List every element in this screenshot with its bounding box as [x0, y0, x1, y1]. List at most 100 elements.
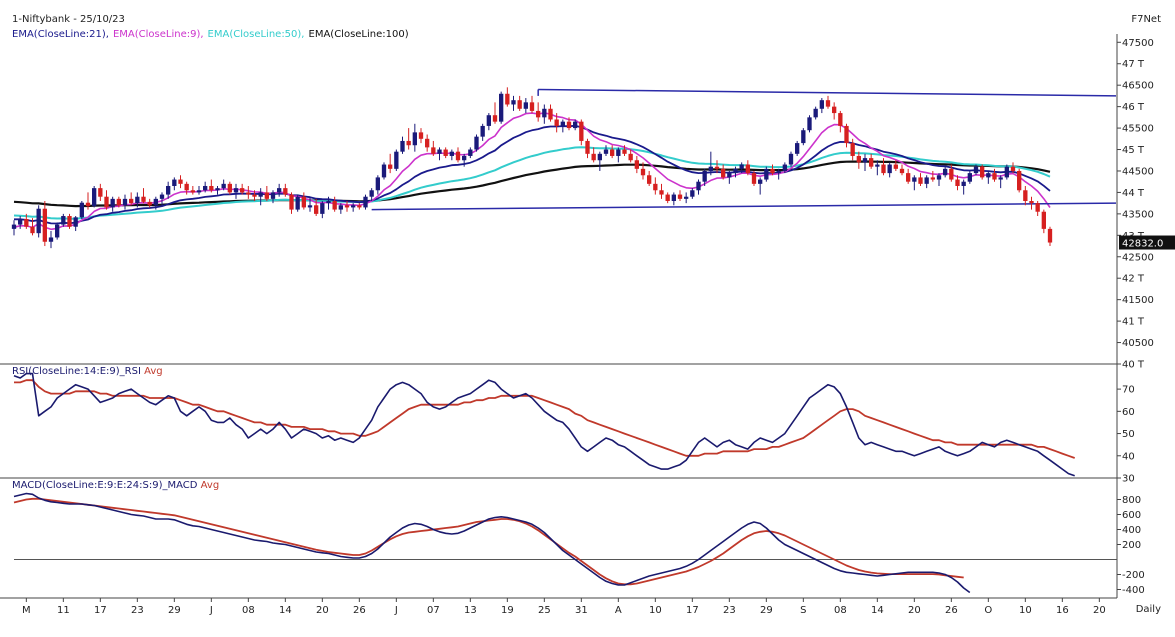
candle-body [1004, 166, 1009, 178]
candle-body [233, 188, 239, 193]
last-price-box [1119, 235, 1175, 250]
candle-body [671, 194, 676, 201]
candle-body [511, 100, 516, 105]
candle-body [141, 196, 146, 202]
price-y-tick-label: 47500 [1122, 38, 1154, 49]
candle-body [499, 93, 504, 122]
candle-body [739, 164, 744, 169]
candle-body [418, 132, 424, 139]
candle-body [776, 170, 781, 174]
candle-body [159, 194, 165, 199]
legend-ema9: EMA(CloseLine:9), [112, 29, 204, 40]
candle-body [11, 224, 17, 229]
candle-body [943, 168, 948, 176]
candle-body [307, 205, 313, 208]
rsi-y-tick-label: 50 [1122, 429, 1135, 440]
candle-body [998, 177, 1003, 180]
candle-body [973, 166, 979, 174]
candle-body [30, 226, 35, 234]
price-y-tick-label: 44500 [1122, 166, 1154, 177]
candle-body [443, 149, 448, 156]
candle-body [375, 177, 380, 191]
candle-body [295, 196, 300, 210]
candle-body [517, 100, 522, 109]
price-y-tick-label: 43500 [1122, 209, 1154, 220]
candle-body [961, 181, 966, 186]
candle-body [344, 205, 350, 208]
brand-label: F7Net [1131, 14, 1161, 25]
candle-body [381, 164, 387, 178]
macd-y-tick-label: 200 [1122, 540, 1141, 551]
candle-body [585, 140, 590, 154]
candle-body [277, 188, 282, 193]
candle-body [129, 198, 134, 204]
x-tick-label: J [394, 605, 398, 616]
candle-body [357, 205, 362, 208]
candle-body [301, 196, 306, 208]
candle-body [98, 188, 103, 197]
candle-body [270, 192, 276, 199]
candle-body [573, 121, 578, 129]
macd-y-tick-label: -200 [1122, 570, 1145, 581]
candle-body [314, 205, 319, 214]
x-tick-label: J [209, 605, 213, 616]
candle-body [967, 173, 972, 182]
macd-y-tick-label: 800 [1122, 495, 1141, 506]
legend-ema100: EMA(CloseLine:100) [308, 29, 409, 40]
x-tick-label: 14 [871, 605, 884, 616]
x-tick-label: 19 [501, 605, 514, 616]
x-tick-label: 29 [760, 605, 773, 616]
candle-body [462, 155, 467, 161]
candle-body [363, 196, 368, 208]
x-tick-label: 16 [1056, 605, 1069, 616]
price-y-tick-label: 41 T [1122, 317, 1145, 328]
candle-body [838, 113, 843, 126]
candle-body [449, 151, 454, 156]
candle-body [474, 136, 479, 150]
candle-body [486, 115, 491, 126]
candle-body [788, 153, 794, 165]
x-tick-label: 14 [279, 605, 292, 616]
candle-body [721, 168, 726, 178]
rsi-panel-label: RSI(CloseLine:14:E:9)_RSI Avg [12, 366, 163, 377]
rsi-avg-label: Avg [144, 366, 163, 377]
candle-body [42, 208, 47, 242]
macd-y-tick-label: -400 [1122, 585, 1145, 596]
price-y-tick-label: 40 T [1122, 360, 1145, 371]
candle-body [172, 179, 177, 186]
candle-body [807, 117, 812, 131]
candle-body [690, 190, 695, 197]
candle-body [616, 149, 621, 156]
candle-body [246, 192, 251, 195]
candle-body [591, 153, 596, 161]
candle-body [758, 179, 763, 184]
candle-body [887, 164, 892, 174]
candle-body [394, 151, 399, 169]
candle-body [992, 173, 997, 180]
candle-body [505, 93, 510, 105]
candle-body [634, 160, 639, 169]
candle-body [252, 194, 257, 197]
candle-body [61, 216, 66, 225]
candle-body [283, 188, 288, 195]
ema50-line [13, 146, 1051, 220]
rsi-label: RSI(CloseLine:14:E:9)_RSI [12, 366, 141, 377]
chart-title: 1-Niftybank - 25/10/23 [12, 14, 125, 25]
candle-body [647, 175, 652, 184]
candle-body [856, 155, 861, 163]
macd-y-tick-label: 400 [1122, 525, 1141, 536]
candle-body [795, 143, 800, 154]
macd-avg-label: Avg [200, 480, 220, 491]
x-tick-label: 08 [834, 605, 847, 616]
candle-body [73, 217, 78, 227]
candle-body [597, 153, 602, 161]
rsi-y-tick-label: 60 [1122, 407, 1135, 418]
candle-body [67, 216, 72, 227]
candle-body [733, 168, 738, 174]
candle-body [610, 149, 615, 156]
price-y-tick-label: 41500 [1122, 295, 1154, 306]
candle-body [196, 190, 202, 193]
x-tick-label: 23 [131, 605, 144, 616]
candle-body [770, 168, 775, 174]
